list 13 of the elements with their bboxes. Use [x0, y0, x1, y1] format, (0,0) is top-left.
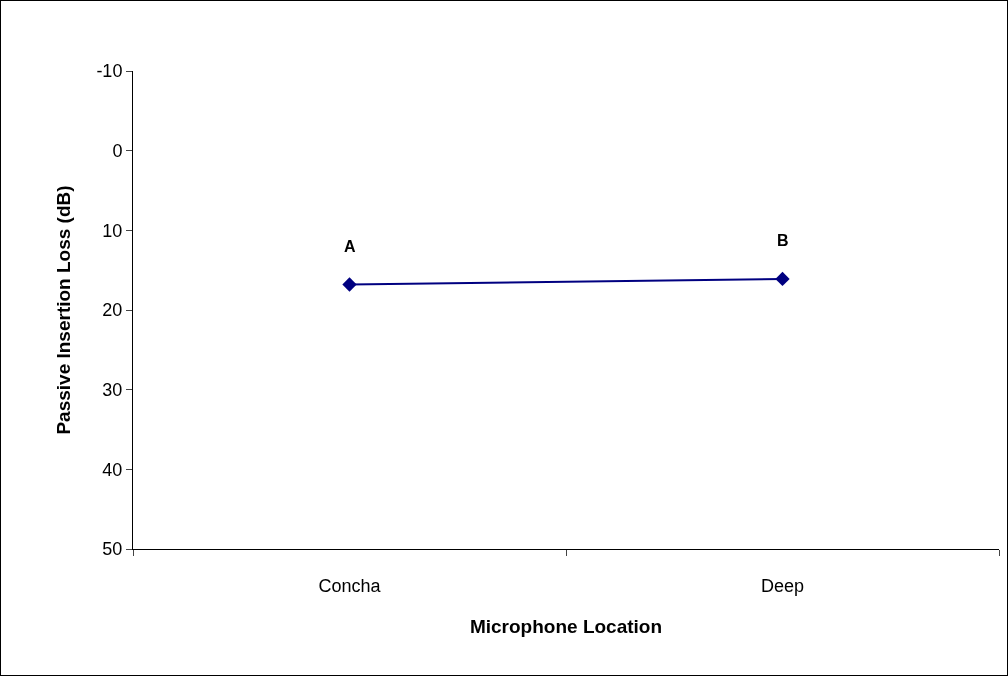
y-tick-label: 0 [112, 140, 123, 161]
y-axis-title: Passive Insertion Loss (dB) [53, 185, 75, 435]
x-axis-title: Microphone Location [469, 616, 663, 638]
y-tick-label: 10 [102, 220, 123, 241]
annotation: A [344, 238, 356, 255]
annotation: B [777, 232, 789, 249]
y-tick-label: 30 [102, 379, 123, 400]
y-tick-label: 50 [102, 539, 123, 560]
y-tick-label: 40 [102, 459, 123, 480]
x-tick-label: Deep [760, 575, 805, 596]
y-tick-label: 20 [102, 300, 123, 321]
y-tick-label: -10 [96, 61, 123, 82]
x-tick-label: Concha [318, 575, 382, 596]
